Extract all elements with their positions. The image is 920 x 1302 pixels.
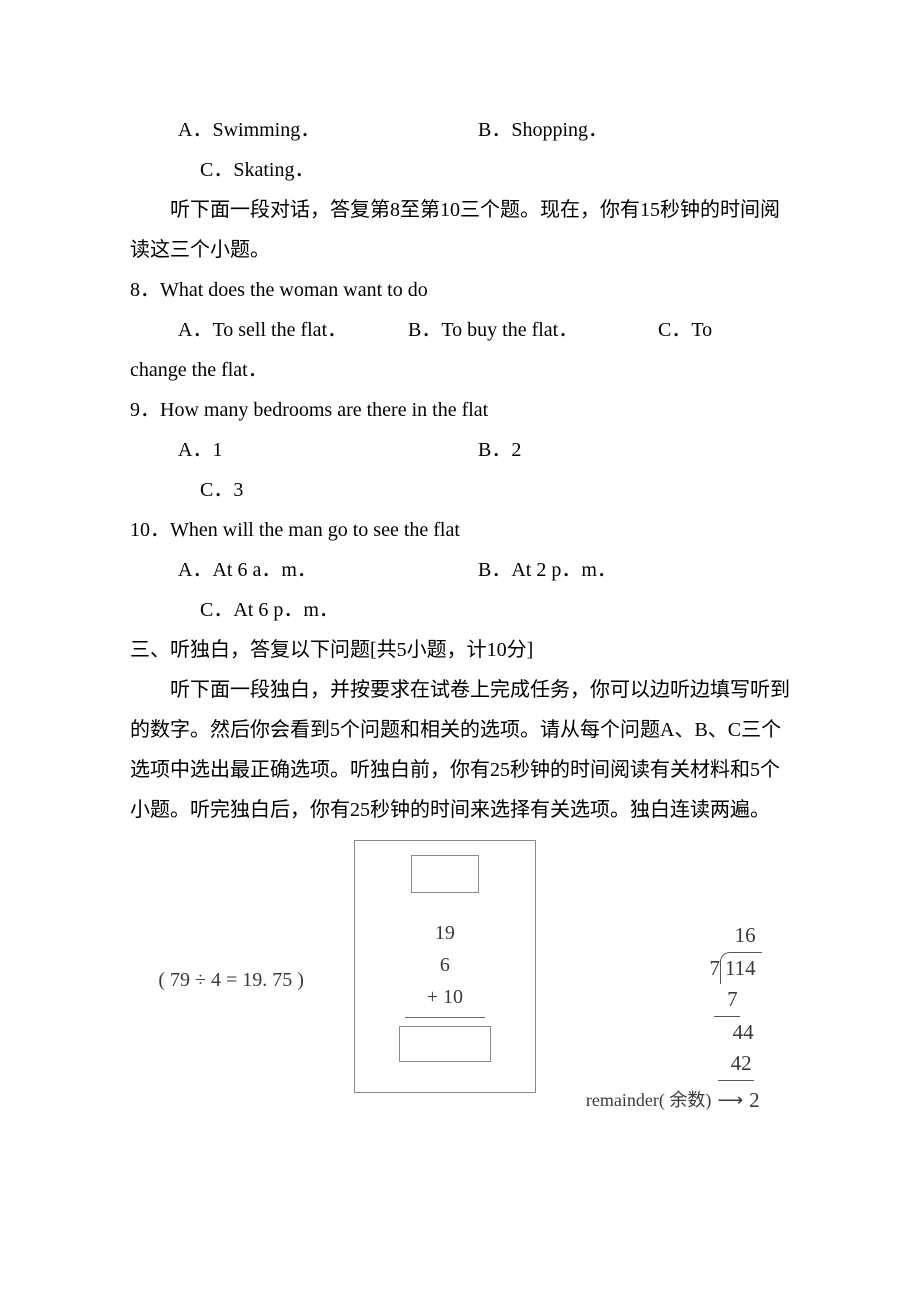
q10-option-c: C．At 6 p．m． bbox=[200, 599, 339, 621]
q10-option-a: A．At 6 a．m． bbox=[178, 550, 478, 590]
figure-step3: 42 bbox=[718, 1048, 754, 1081]
q7-option-a: A．Swimming． bbox=[178, 110, 478, 150]
figure-step1: 7 bbox=[714, 984, 740, 1017]
figure-mid-n1: 19 bbox=[355, 917, 535, 949]
math-figure: ( 79 ÷ 4 = 19. 75 ) 19 6 + 10 16 7114 7 … bbox=[130, 840, 790, 1116]
q9-options-row1: A．1 B．2 bbox=[130, 430, 790, 470]
figure-divisor: 7 bbox=[709, 956, 720, 980]
figure-remainder-row: remainder( 余数) ⟶ 2 bbox=[586, 1085, 762, 1117]
figure-step2: 44 bbox=[586, 1017, 762, 1049]
q8-option-c-prefix: C．To bbox=[658, 310, 712, 350]
figure-mid-n3: + 10 bbox=[355, 981, 535, 1013]
instructions-8-10: 听下面一段对话，答复第8至第10三个题。现在，你有15秒钟的时间阅读这三个小题。 bbox=[130, 190, 790, 270]
figure-blank-box-bottom bbox=[399, 1026, 491, 1062]
q8-options: A．To sell the flat． B．To buy the flat． C… bbox=[130, 310, 790, 350]
figure-mid-sumline bbox=[405, 1017, 485, 1018]
figure-middle-box: 19 6 + 10 bbox=[354, 840, 536, 1093]
section3-instructions: 听下面一段独白，并按要求在试卷上完成任务，你可以边听边填写听到的数字。然后你会看… bbox=[130, 670, 790, 830]
q7-option-c-row: C．Skating． bbox=[130, 150, 790, 190]
figure-quotient: 16 bbox=[586, 920, 762, 952]
section3-title: 三、听独白，答复以下问题[共5小题，计10分] bbox=[130, 630, 790, 670]
q9-option-b: B．2 bbox=[478, 430, 521, 470]
figure-left-expression: ( 79 ÷ 4 = 19. 75 ) bbox=[158, 840, 304, 1000]
q8-stem: 8．What does the woman want to do bbox=[130, 270, 790, 310]
q7-option-b: B．Shopping． bbox=[478, 110, 608, 150]
figure-remainder-value: 2 bbox=[749, 1085, 760, 1117]
figure-dividend: 114 bbox=[720, 952, 762, 985]
q8-option-b: B．To buy the flat． bbox=[408, 310, 658, 350]
arrow-right-icon: ⟶ bbox=[717, 1087, 743, 1114]
figure-long-division: 16 7114 7 44 42 remainder( 余数) ⟶ 2 bbox=[586, 840, 762, 1116]
q10-stem: 10．When will the man go to see the flat bbox=[130, 510, 790, 550]
q9-option-a: A．1 bbox=[178, 430, 478, 470]
q7-option-c: C．Skating． bbox=[200, 159, 314, 181]
q10-options-row2: C．At 6 p．m． bbox=[130, 590, 790, 630]
q9-options-row2: C．3 bbox=[130, 470, 790, 510]
q9-stem: 9．How many bedrooms are there in the fla… bbox=[130, 390, 790, 430]
exam-page: A．Swimming． B．Shopping． C．Skating． 听下面一段… bbox=[0, 0, 920, 1176]
q8-option-c-wrap: change the flat． bbox=[130, 350, 790, 390]
q7-options: A．Swimming． B．Shopping． bbox=[130, 110, 790, 150]
q8-option-a: A．To sell the flat． bbox=[178, 310, 408, 350]
figure-divisor-dividend: 7114 bbox=[586, 952, 762, 985]
figure-blank-box-top bbox=[411, 855, 479, 893]
q10-option-b: B．At 2 p．m． bbox=[478, 550, 617, 590]
q9-option-c: C．3 bbox=[200, 479, 243, 501]
figure-mid-n2: 6 bbox=[355, 949, 535, 981]
figure-remainder-label: remainder( 余数) bbox=[586, 1087, 711, 1114]
q10-options-row1: A．At 6 a．m． B．At 2 p．m． bbox=[130, 550, 790, 590]
